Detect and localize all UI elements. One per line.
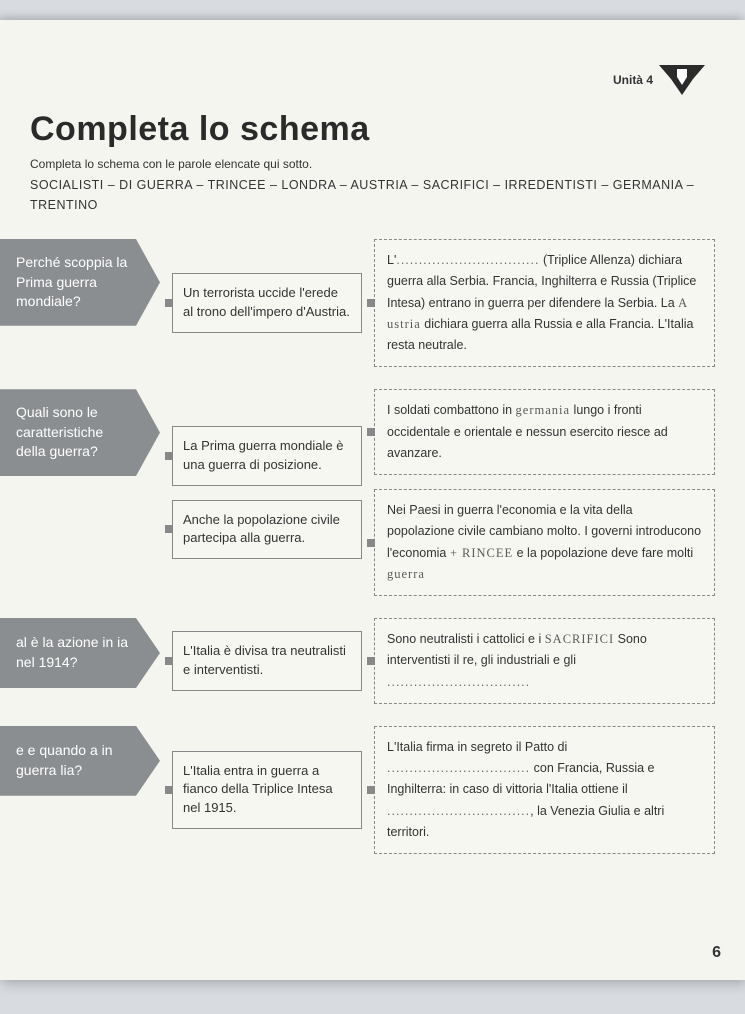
- middle-box: L'Italia entra in guerra a fianco della …: [172, 751, 362, 830]
- worksheet-page: Unità 4 Completa lo schema Completa lo s…: [0, 20, 745, 980]
- answer-box: Nei Paesi in guerra l'economia e la vita…: [374, 489, 715, 596]
- answer-box: L'................................ (Trip…: [374, 239, 715, 367]
- question-box: Quali sono le caratteristiche della guer…: [0, 389, 160, 596]
- question-box: Perché scoppia la Prima guerra mondiale?: [0, 239, 160, 367]
- question-box: al è la azione in ia nel 1914?: [0, 618, 160, 704]
- question-text: al è la azione in ia nel 1914?: [0, 618, 160, 688]
- question-text: Quali sono le caratteristiche della guer…: [0, 389, 160, 476]
- handwritten-answer: + RINCEE: [450, 546, 513, 560]
- page-title: Completa lo schema: [30, 110, 715, 149]
- schema-row: Quali sono le caratteristiche della guer…: [10, 389, 715, 596]
- middle-box: La Prima guerra mondiale è una guerra di…: [172, 426, 362, 486]
- middle-column: L'Italia entra in guerra a fianco della …: [172, 726, 362, 854]
- unit-label: Unità 4: [613, 73, 653, 87]
- middle-column: L'Italia è divisa tra neutralisti e inte…: [172, 618, 362, 704]
- unit-logo-icon: [659, 65, 705, 95]
- right-column: I soldati combattono in germania lungo i…: [374, 389, 715, 596]
- handwritten-answer: guerra: [387, 567, 425, 581]
- answer-box: I soldati combattono in germania lungo i…: [374, 389, 715, 475]
- word-list: SOCIALISTI – DI GUERRA – TRINCEE – LONDR…: [30, 175, 715, 215]
- schema-row: al è la azione in ia nel 1914?L'Italia è…: [10, 618, 715, 704]
- handwritten-answer: SACRIFICI: [545, 632, 614, 646]
- handwritten-answer: A ustria: [387, 296, 688, 331]
- right-column: L'................................ (Trip…: [374, 239, 715, 367]
- right-column: L'Italia firma in segreto il Patto di ..…: [374, 726, 715, 854]
- blank-dots[interactable]: ................................: [396, 253, 539, 267]
- blank-dots[interactable]: ................................: [387, 804, 530, 818]
- schema-row: e e quando a in guerra lia?L'Italia entr…: [10, 726, 715, 854]
- page-number: 6: [712, 944, 721, 962]
- schema-rows: Perché scoppia la Prima guerra mondiale?…: [10, 239, 715, 854]
- unit-badge: Unità 4: [613, 65, 705, 95]
- question-box: e e quando a in guerra lia?: [0, 726, 160, 854]
- blank-dots[interactable]: ................................: [387, 761, 530, 775]
- question-text: e e quando a in guerra lia?: [0, 726, 160, 796]
- middle-box: L'Italia è divisa tra neutralisti e inte…: [172, 631, 362, 691]
- handwritten-answer: germania: [516, 403, 571, 417]
- question-text: Perché scoppia la Prima guerra mondiale?: [0, 239, 160, 326]
- middle-column: La Prima guerra mondiale è una guerra di…: [172, 389, 362, 596]
- right-column: Sono neutralisti i cattolici e i SACRIFI…: [374, 618, 715, 704]
- answer-box: L'Italia firma in segreto il Patto di ..…: [374, 726, 715, 854]
- middle-column: Un terrorista uccide l'erede al trono de…: [172, 239, 362, 367]
- middle-box: Un terrorista uccide l'erede al trono de…: [172, 273, 362, 333]
- middle-box: Anche la popolazione civile partecipa al…: [172, 500, 362, 560]
- schema-row: Perché scoppia la Prima guerra mondiale?…: [10, 239, 715, 367]
- answer-box: Sono neutralisti i cattolici e i SACRIFI…: [374, 618, 715, 704]
- blank-dots[interactable]: ................................: [387, 675, 530, 689]
- instruction-text: Completa lo schema con le parole elencat…: [30, 157, 715, 171]
